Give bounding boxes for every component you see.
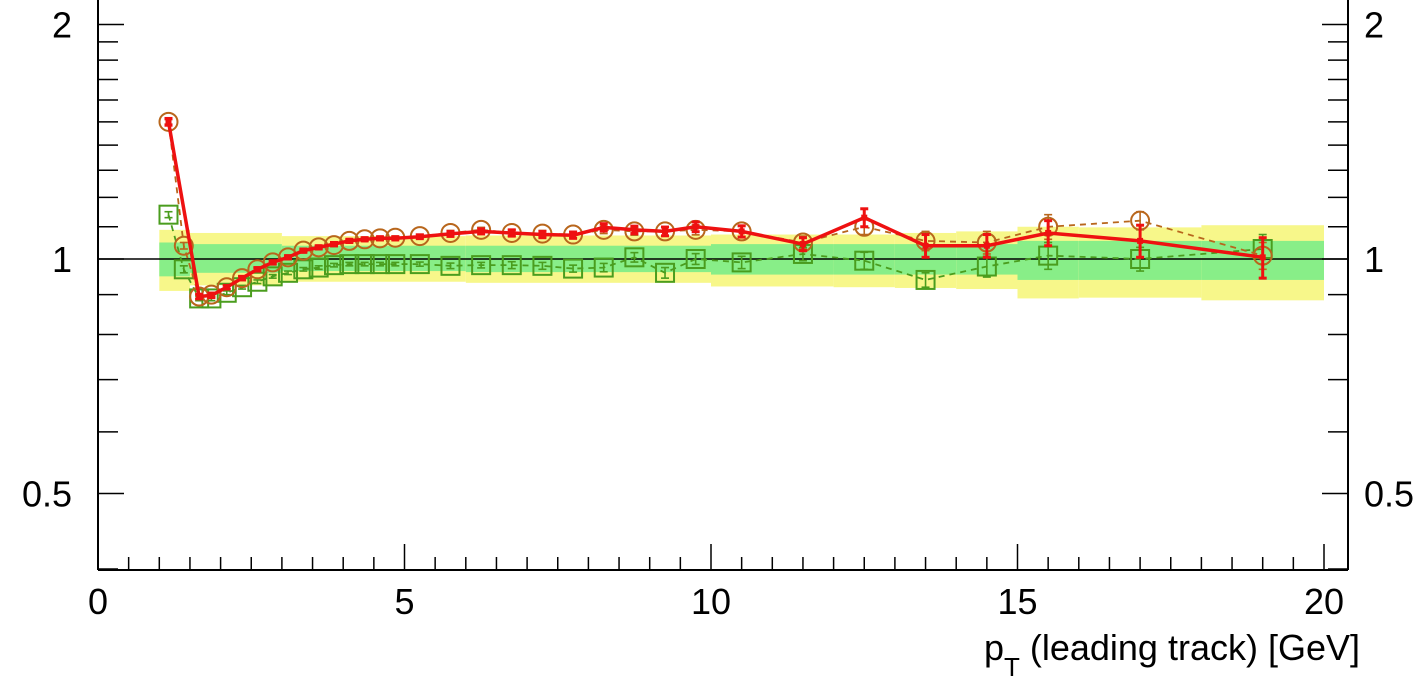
data-point-square (501, 255, 522, 276)
y-right-tick-label: 0.5 (1364, 474, 1414, 515)
data-point-marker (331, 241, 338, 248)
data-point-square (308, 257, 329, 278)
data-point-circle (216, 277, 237, 298)
data-point-marker (508, 229, 515, 236)
y-left-tick-label: 2 (52, 4, 72, 45)
x-axis-title-subscript: T (1004, 652, 1020, 681)
data-point-marker (196, 293, 203, 300)
x-axis-title: pT (leading track) [GeV] (984, 627, 1360, 681)
data-point-square (385, 254, 406, 275)
data-point-marker (447, 230, 454, 237)
x-tick-label: 10 (691, 581, 731, 622)
data-point-marker (600, 224, 607, 231)
data-point-circle (471, 219, 492, 240)
x-tick-label: 0 (88, 581, 108, 622)
x-axis-title-main: p (984, 627, 1004, 668)
data-series (158, 111, 1273, 309)
x-axis-title-rest: (leading track) [GeV] (1020, 627, 1360, 668)
data-point-circle (293, 240, 314, 261)
data-point-marker (254, 266, 261, 273)
data-point-marker (269, 259, 276, 266)
x-tick-label: 5 (394, 581, 414, 622)
data-point-square (247, 271, 268, 292)
data-point-marker (1137, 237, 1144, 244)
y-left-tick-label: 1 (52, 239, 72, 280)
data-point-marker (799, 241, 806, 248)
data-point-marker (223, 284, 230, 291)
data-point-square (685, 249, 706, 269)
data-point-marker (692, 223, 699, 230)
data-point-marker (738, 228, 745, 235)
data-point-square (409, 254, 430, 275)
data-point-circle (232, 268, 253, 289)
y-left-tick-label: 0.5 (22, 474, 72, 515)
data-point-marker (346, 237, 353, 244)
data-point-square (278, 262, 299, 283)
data-point-marker (1045, 229, 1052, 236)
data-point-square (471, 255, 492, 276)
data-point-square (339, 254, 360, 275)
data-point-square (655, 262, 676, 283)
data-point-marker (861, 214, 868, 221)
data-point-marker (631, 226, 638, 233)
series-line-green (167, 214, 1263, 300)
data-point-marker (315, 244, 322, 251)
data-point-marker (983, 242, 990, 249)
data-point-marker (285, 254, 292, 261)
data-point-marker (478, 228, 485, 235)
data-point-circle (173, 235, 194, 256)
data-point-square (731, 252, 752, 273)
data-point-marker (361, 236, 368, 243)
data-point-square (440, 255, 461, 276)
data-point-square (354, 254, 375, 275)
data-point-marker (570, 232, 577, 239)
data-point-marker (1259, 254, 1266, 261)
series-red (164, 116, 1267, 301)
data-point-marker (539, 231, 546, 238)
tick-labels: 0 5 10 15 20 0.5 1 2 0.5 1 2 (22, 4, 1414, 622)
data-point-square (915, 269, 936, 290)
data-point-circle (308, 237, 329, 258)
data-point-marker (376, 235, 383, 242)
data-point-square (369, 254, 390, 275)
data-point-marker (300, 247, 307, 254)
y-right-tick-label: 2 (1364, 4, 1384, 45)
data-point-marker (165, 118, 172, 125)
data-point-marker (662, 228, 669, 235)
data-point-square (324, 255, 345, 276)
data-point-square (854, 250, 875, 271)
axis-ticks (97, 23, 1348, 570)
data-point-marker (239, 275, 246, 282)
data-point-marker (392, 235, 399, 242)
x-tick-label: 15 (997, 581, 1037, 622)
data-point-square (563, 258, 584, 279)
data-point-marker (922, 242, 929, 249)
data-point-square (158, 204, 179, 225)
x-tick-label: 20 (1304, 581, 1344, 622)
data-point-square (593, 257, 614, 278)
data-point-marker (416, 233, 423, 240)
data-point-marker (208, 292, 215, 299)
y-right-tick-label: 1 (1364, 239, 1384, 280)
data-point-square (624, 247, 645, 268)
data-point-square (532, 255, 553, 276)
